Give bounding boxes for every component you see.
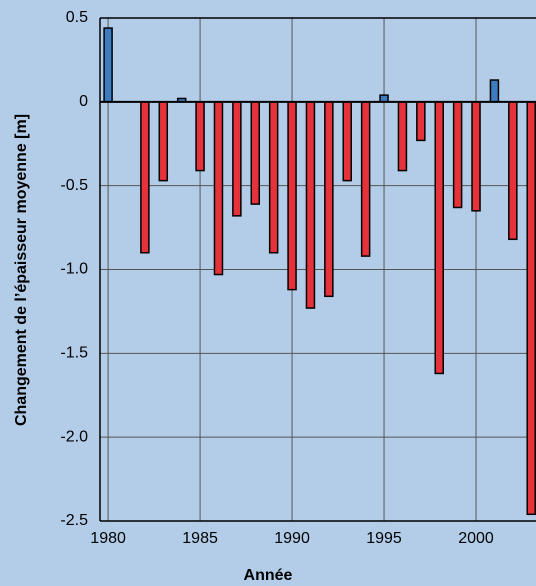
y-tick-label: -2.5 bbox=[60, 512, 88, 529]
bar bbox=[158, 101, 169, 182]
x-tick-label: 1980 bbox=[90, 530, 126, 547]
bar bbox=[287, 101, 297, 291]
x-tick-label: 2000 bbox=[458, 530, 494, 547]
bar bbox=[360, 101, 371, 257]
x-axis-label: Année bbox=[244, 567, 293, 584]
y-tick-label: 0 bbox=[79, 93, 88, 110]
bar bbox=[305, 101, 316, 309]
bar bbox=[140, 101, 150, 254]
x-tick-label: 1985 bbox=[182, 530, 218, 547]
bar bbox=[324, 101, 334, 298]
bar bbox=[489, 79, 500, 103]
bar bbox=[508, 101, 518, 241]
bar bbox=[526, 101, 536, 516]
y-axis-label: Changement de l’épaisseur moyenne [m] bbox=[13, 114, 30, 426]
bar bbox=[452, 101, 463, 209]
x-tick-label: 1990 bbox=[274, 530, 310, 547]
bar bbox=[232, 101, 242, 217]
y-tick-label: -0.5 bbox=[60, 177, 88, 194]
bar bbox=[213, 101, 224, 276]
y-tick-label: -2.0 bbox=[60, 428, 88, 445]
bar bbox=[397, 101, 408, 172]
bar bbox=[195, 101, 205, 172]
y-tick-label: -1.0 bbox=[60, 261, 88, 278]
bar bbox=[342, 101, 353, 182]
bar bbox=[379, 94, 389, 103]
bar bbox=[416, 101, 426, 142]
y-tick-label: 0.5 bbox=[66, 9, 88, 26]
bar bbox=[434, 101, 444, 375]
bar bbox=[103, 27, 113, 103]
bar bbox=[250, 101, 261, 205]
bar bbox=[268, 101, 279, 254]
x-tick-label: 1995 bbox=[366, 530, 402, 547]
y-tick-label: -1.5 bbox=[60, 345, 88, 362]
bar bbox=[471, 101, 481, 212]
